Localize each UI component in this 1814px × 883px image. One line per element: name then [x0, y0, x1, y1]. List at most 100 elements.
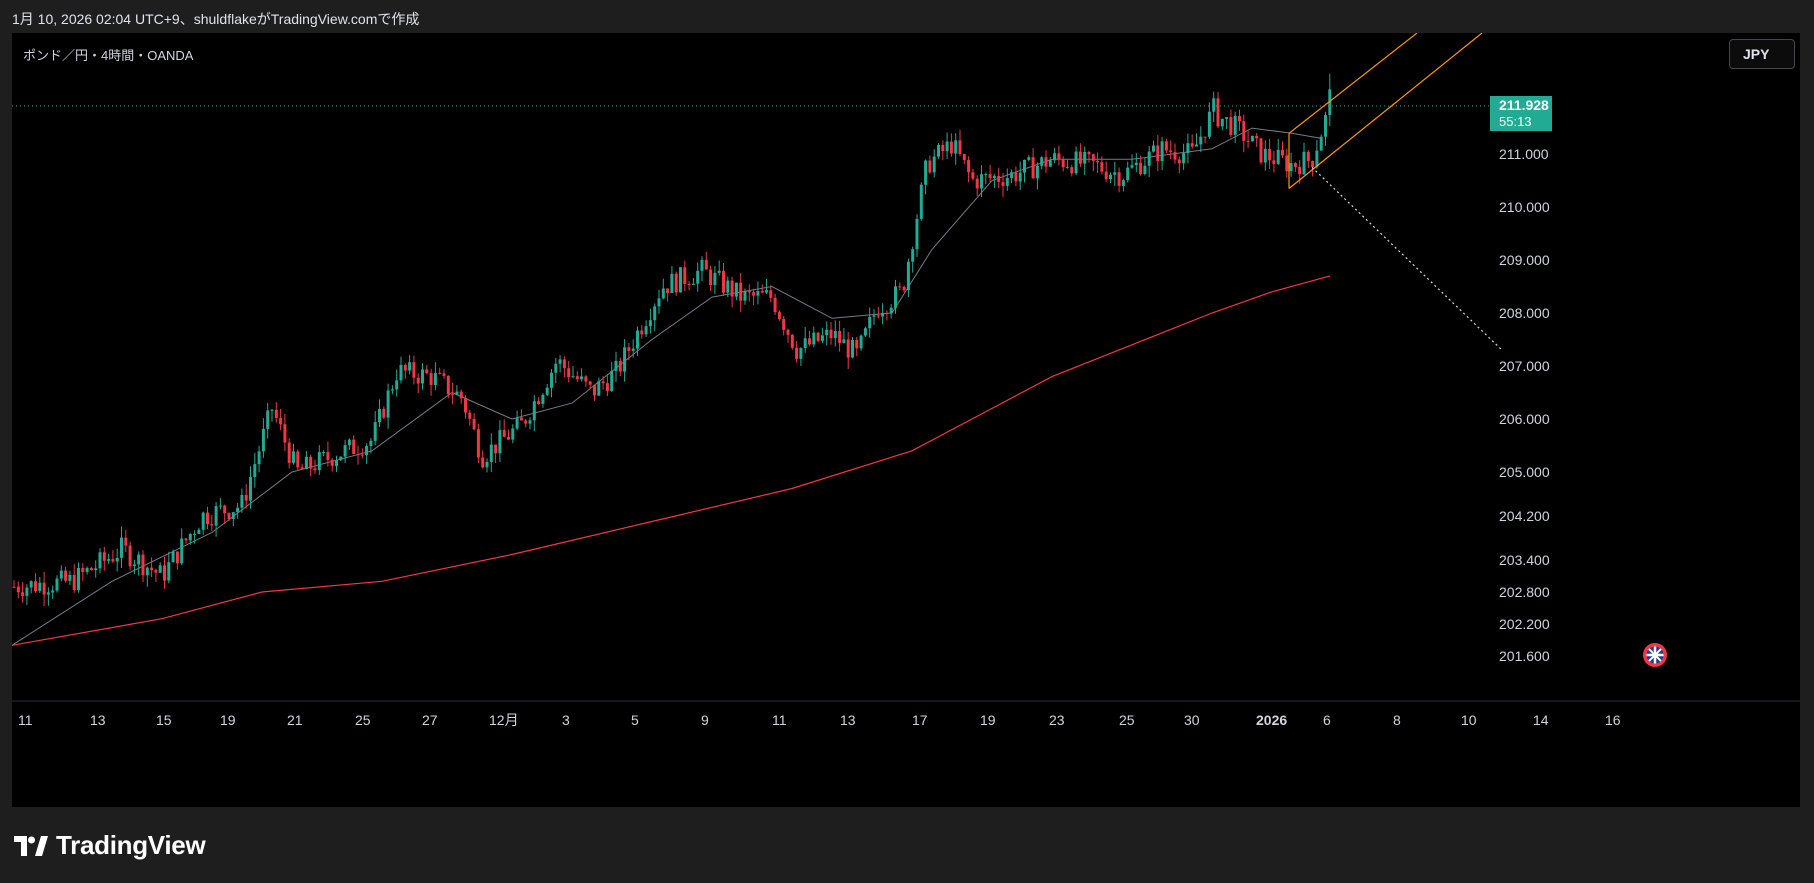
candle [1246, 140, 1250, 142]
candle [46, 592, 50, 595]
candle [115, 557, 119, 562]
candle [77, 568, 80, 591]
candle [1212, 98, 1216, 112]
candle [1053, 153, 1057, 161]
candle [894, 286, 897, 308]
candle [128, 545, 132, 567]
candle [820, 335, 824, 341]
candle [704, 259, 708, 270]
currency-button[interactable]: JPY [1729, 39, 1795, 69]
candle [1233, 115, 1237, 135]
candle [657, 298, 661, 307]
candle [1083, 152, 1087, 164]
candle [223, 505, 227, 514]
price-tick-label: 206.000 [1499, 411, 1550, 427]
candle [81, 568, 85, 572]
candle [743, 290, 747, 301]
candle [614, 361, 618, 371]
candle [799, 348, 803, 359]
candle [1078, 151, 1082, 164]
candle [962, 154, 966, 161]
candle [158, 565, 162, 573]
candle [954, 140, 958, 154]
candle [145, 567, 149, 576]
candle [1207, 111, 1211, 137]
candle [300, 467, 304, 469]
candle [1096, 160, 1100, 163]
candle [597, 381, 601, 396]
candle [1268, 148, 1272, 161]
candle [283, 424, 287, 443]
candle [876, 315, 880, 317]
tradingview-brand[interactable]: TradingView [14, 830, 206, 861]
candle [691, 283, 695, 285]
candle [68, 575, 72, 581]
time-tick-label: 17 [912, 712, 928, 728]
candle [997, 175, 1001, 182]
candle [408, 362, 412, 371]
time-tick-label: 21 [287, 712, 303, 728]
candle [382, 408, 386, 418]
candle [1306, 151, 1310, 162]
time-tick-label: 27 [422, 712, 438, 728]
candle [855, 340, 859, 349]
time-tick-label: 6 [1323, 712, 1331, 728]
price-tick-label: 210.000 [1499, 199, 1550, 215]
candle [459, 391, 463, 399]
candle [433, 372, 437, 385]
candle [765, 290, 768, 293]
candle [476, 429, 480, 458]
candle [670, 273, 674, 293]
candle [257, 451, 261, 465]
candle [653, 306, 657, 321]
candle [330, 459, 334, 466]
candle [911, 249, 915, 262]
candle [261, 428, 265, 452]
candle [365, 446, 369, 456]
time-tick-label: 10 [1461, 712, 1477, 728]
candle [102, 552, 106, 561]
tradingview-logo-icon [14, 835, 48, 856]
candle [713, 273, 717, 286]
candle [1074, 151, 1078, 174]
candle [386, 390, 390, 418]
candle [580, 376, 584, 380]
candle [881, 312, 885, 317]
candle [1109, 174, 1112, 180]
candle [132, 564, 136, 567]
candle [683, 267, 687, 284]
candle [472, 418, 476, 430]
candle [687, 284, 691, 285]
candle [747, 290, 751, 293]
candle [773, 297, 777, 312]
candle [12, 586, 16, 588]
time-tick-label: 2026 [1256, 712, 1287, 728]
candle [1199, 136, 1203, 145]
candle [94, 568, 98, 571]
candle [1070, 167, 1074, 174]
candle [980, 174, 983, 189]
time-tick-label: 14 [1533, 712, 1549, 728]
candle [193, 533, 197, 535]
candle [812, 332, 816, 345]
candle [1121, 180, 1125, 186]
candle [636, 330, 639, 349]
price-tick-label: 209.000 [1499, 252, 1550, 268]
candle [842, 339, 846, 344]
candle [992, 175, 996, 178]
candle [631, 348, 635, 351]
price-tick-label: 204.200 [1499, 508, 1550, 524]
candle [644, 326, 648, 335]
candle [889, 307, 893, 314]
price-chart[interactable]: 211.000 210.000 209.000 208.000 207.000 206.0… [12, 33, 1800, 807]
candle [1272, 160, 1276, 164]
candle [72, 575, 76, 590]
candle [188, 534, 192, 541]
candle [937, 145, 940, 157]
candle [790, 334, 794, 348]
chart-area[interactable]: 211.000 210.000 209.000 208.000 207.000 206.0… [12, 33, 1800, 807]
candle [137, 554, 141, 565]
ma-long-line [12, 275, 1331, 646]
candle [623, 347, 627, 372]
candle [872, 315, 876, 317]
